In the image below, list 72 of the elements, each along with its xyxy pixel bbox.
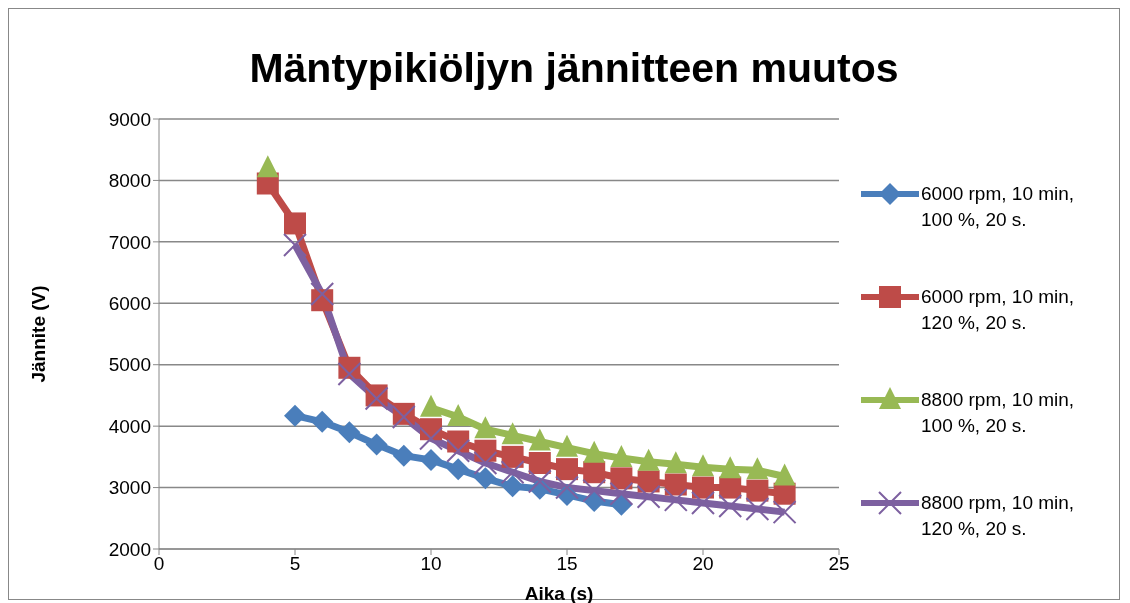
point bbox=[610, 467, 633, 490]
point bbox=[501, 475, 524, 498]
point bbox=[556, 458, 578, 481]
x-tick-label: 5 bbox=[289, 553, 301, 575]
point bbox=[745, 497, 770, 522]
y-tick-label: 5000 bbox=[108, 354, 151, 376]
x-tick-label: 15 bbox=[556, 553, 578, 575]
point bbox=[447, 403, 470, 426]
point bbox=[474, 467, 497, 490]
point bbox=[772, 500, 797, 525]
point bbox=[609, 481, 634, 506]
x-tick-label: 0 bbox=[153, 553, 165, 575]
point bbox=[338, 421, 361, 444]
point bbox=[473, 451, 498, 475]
y-tick-label: 9000 bbox=[108, 108, 151, 130]
point bbox=[365, 433, 388, 456]
point bbox=[719, 476, 742, 499]
point bbox=[392, 444, 415, 467]
point bbox=[256, 155, 279, 178]
point bbox=[501, 422, 524, 445]
point bbox=[527, 469, 552, 494]
point bbox=[663, 487, 688, 512]
point bbox=[719, 456, 742, 479]
point bbox=[501, 445, 524, 468]
legend-label: 8800 rpm, 10 min, 100 %, 20 s. bbox=[921, 388, 1076, 438]
point bbox=[419, 426, 443, 451]
y-tick-label: 8000 bbox=[108, 170, 151, 192]
point bbox=[446, 438, 471, 463]
point bbox=[637, 448, 660, 471]
point bbox=[555, 475, 579, 500]
x-tick-label: 25 bbox=[828, 553, 850, 575]
legend-label: 8800 rpm, 10 min, 120 %, 20 s. bbox=[921, 491, 1076, 541]
y-tick-label: 3000 bbox=[108, 477, 151, 499]
point bbox=[420, 394, 442, 417]
point bbox=[746, 479, 769, 502]
point bbox=[636, 484, 661, 509]
point bbox=[692, 454, 714, 477]
point bbox=[773, 463, 796, 486]
point bbox=[664, 473, 687, 496]
point bbox=[610, 445, 633, 468]
y-tick-label: 2000 bbox=[108, 538, 151, 560]
point bbox=[583, 440, 606, 463]
point bbox=[746, 457, 769, 480]
legend-label: 6000 rpm, 10 min, 100 %, 20 s. bbox=[921, 182, 1076, 232]
point bbox=[528, 452, 551, 474]
legend-label: 6000 rpm, 10 min, 120 %, 20 s. bbox=[921, 285, 1076, 335]
point bbox=[691, 490, 715, 515]
point bbox=[528, 428, 551, 451]
point bbox=[311, 410, 334, 433]
point bbox=[420, 448, 442, 471]
y-axis-title: Jännite (V) bbox=[28, 285, 50, 383]
point bbox=[420, 418, 442, 441]
point bbox=[284, 404, 306, 427]
x-tick-label: 20 bbox=[692, 553, 714, 575]
point bbox=[337, 361, 362, 386]
point bbox=[283, 232, 307, 257]
y-tick-label: 4000 bbox=[108, 415, 151, 437]
point bbox=[284, 212, 306, 235]
point bbox=[692, 476, 714, 499]
y-tick-label: 7000 bbox=[108, 231, 151, 253]
point bbox=[718, 494, 743, 518]
point bbox=[310, 282, 335, 307]
point bbox=[664, 451, 687, 474]
point bbox=[447, 458, 470, 481]
x-tick-label: 10 bbox=[420, 553, 442, 575]
point bbox=[582, 478, 607, 503]
point bbox=[500, 460, 525, 485]
point bbox=[474, 416, 497, 439]
point bbox=[556, 434, 578, 457]
y-tick-label: 6000 bbox=[108, 293, 151, 315]
point bbox=[610, 493, 633, 516]
chart-title: Mäntypikiöljyn jännitteen muutos bbox=[248, 45, 900, 92]
